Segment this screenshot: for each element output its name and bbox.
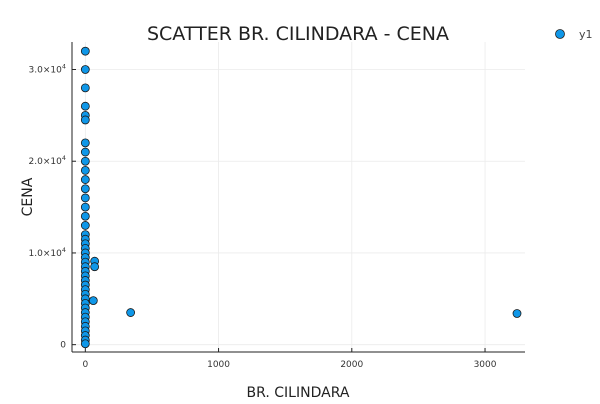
y-tick-label: 1.0×104 [29, 246, 66, 259]
y-tick-mantissa: 1.0×10 [29, 249, 63, 259]
y-tick-mantissa: 2.0×10 [29, 157, 63, 167]
y-tick-mantissa: 0 [60, 341, 66, 351]
data-point [80, 166, 90, 175]
y-tick-label: 3.0×104 [29, 63, 66, 76]
x-tick-label: 0 [82, 360, 88, 370]
data-point [80, 221, 90, 230]
data-point [80, 211, 90, 221]
legend-label: y1 [579, 28, 593, 41]
data-point [80, 138, 90, 148]
data-point [80, 65, 90, 74]
y-tick-exponent: 4 [62, 246, 66, 254]
y-axis-label: CENA [20, 177, 36, 216]
data-point [80, 83, 90, 93]
data-point [80, 175, 90, 184]
data-point [80, 101, 90, 111]
x-tick-label: 3000 [474, 360, 497, 370]
data-point [80, 184, 90, 194]
y-tick-exponent: 4 [62, 154, 66, 162]
grid [72, 42, 525, 352]
data-point [90, 262, 100, 272]
chart-title: SCATTER BR. CILINDARA - CENA [147, 23, 449, 45]
y-tick-exponent: 4 [62, 63, 66, 71]
x-axis-label: BR. CILINDARA [247, 385, 350, 400]
data-point [80, 147, 90, 157]
data-point [512, 309, 522, 318]
data-point [126, 308, 136, 317]
data-point [80, 46, 90, 56]
legend-marker [555, 29, 565, 39]
data-point [80, 202, 90, 212]
y-tick-mantissa: 3.0×10 [29, 66, 63, 76]
y-tick-label: 0 [60, 341, 66, 351]
x-tick-label: 2000 [340, 360, 363, 370]
data-point [80, 156, 90, 166]
x-tick-label: 1000 [207, 360, 230, 370]
data-point [88, 296, 98, 306]
data-point [80, 115, 90, 125]
legend: y1 [555, 28, 593, 41]
data-point [80, 339, 90, 349]
y-tick-label: 2.0×104 [29, 154, 66, 167]
data-points [80, 46, 522, 349]
data-point [80, 193, 90, 203]
